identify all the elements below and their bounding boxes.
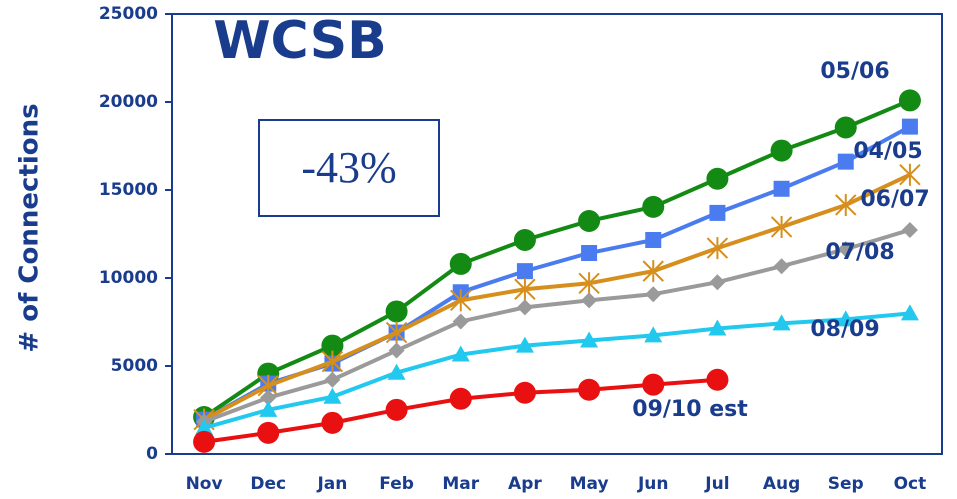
marker bbox=[773, 180, 790, 197]
marker bbox=[195, 418, 214, 435]
y-tick-label: 10000 bbox=[99, 268, 158, 288]
marker bbox=[899, 163, 921, 186]
marker bbox=[835, 193, 857, 216]
series-label: 06/07 bbox=[860, 187, 929, 212]
marker bbox=[449, 387, 472, 410]
marker bbox=[770, 215, 793, 238]
marker bbox=[451, 345, 470, 362]
marker bbox=[645, 286, 662, 303]
marker bbox=[324, 371, 341, 388]
marker bbox=[388, 342, 405, 359]
marker bbox=[515, 336, 534, 353]
marker bbox=[516, 263, 533, 280]
marker bbox=[581, 245, 598, 262]
series-line bbox=[203, 311, 911, 430]
x-tick-label: Oct bbox=[894, 474, 927, 494]
x-tick-label: Apr bbox=[508, 474, 542, 494]
marker bbox=[578, 272, 600, 295]
marker bbox=[323, 387, 342, 404]
marker bbox=[514, 278, 536, 301]
marker bbox=[773, 258, 790, 275]
marker bbox=[321, 334, 344, 357]
x-tick-label: Dec bbox=[250, 474, 286, 494]
x-tick-label: Jun bbox=[637, 474, 669, 494]
x-tick-label: Mar bbox=[442, 474, 479, 494]
series-label: 08/09 bbox=[810, 317, 879, 342]
marker bbox=[580, 331, 599, 348]
series-label: 04/05 bbox=[853, 139, 922, 164]
marker bbox=[260, 389, 277, 406]
y-tick-label: 5000 bbox=[111, 356, 158, 376]
marker bbox=[578, 209, 601, 232]
marker bbox=[387, 363, 406, 380]
series-label: 05/06 bbox=[820, 59, 889, 84]
y-tick-label: 0 bbox=[146, 444, 158, 464]
marker bbox=[450, 289, 472, 312]
marker bbox=[900, 304, 919, 321]
marker bbox=[706, 167, 729, 190]
marker bbox=[513, 381, 536, 404]
marker bbox=[321, 350, 344, 373]
marker bbox=[834, 116, 857, 139]
marker bbox=[706, 237, 729, 260]
y-tick-label: 20000 bbox=[99, 92, 158, 112]
marker bbox=[642, 260, 664, 283]
marker bbox=[513, 228, 536, 251]
series-label: 09/10 est bbox=[632, 397, 748, 422]
marker bbox=[581, 292, 598, 309]
plot-frame bbox=[171, 13, 943, 455]
x-tick-label: Sep bbox=[828, 474, 864, 494]
x-tick-label: Nov bbox=[186, 474, 223, 494]
marker bbox=[901, 118, 918, 135]
marker bbox=[709, 274, 726, 291]
marker bbox=[642, 373, 665, 396]
marker bbox=[644, 326, 663, 343]
marker bbox=[385, 321, 408, 344]
y-tick-label: 25000 bbox=[99, 4, 158, 24]
marker bbox=[770, 139, 793, 162]
marker bbox=[642, 195, 665, 218]
marker bbox=[898, 89, 921, 112]
marker bbox=[385, 398, 408, 421]
marker bbox=[706, 368, 729, 391]
marker bbox=[385, 300, 408, 323]
series-line bbox=[203, 228, 911, 424]
annotation-box bbox=[258, 119, 440, 217]
x-tick-label: May bbox=[570, 474, 609, 494]
x-tick-label: Feb bbox=[379, 474, 414, 494]
marker bbox=[578, 378, 601, 401]
series-label: 07/08 bbox=[825, 240, 894, 265]
marker bbox=[836, 310, 855, 327]
y-axis-label: # of Connections bbox=[15, 103, 45, 352]
series-line bbox=[202, 98, 911, 419]
annotation: -43% bbox=[301, 143, 396, 192]
chart-title: WCSB bbox=[213, 11, 387, 71]
marker bbox=[321, 411, 344, 434]
marker bbox=[709, 204, 726, 221]
x-tick-label: Jan bbox=[316, 474, 347, 494]
marker bbox=[257, 421, 280, 444]
x-tick-label: Jul bbox=[704, 474, 729, 494]
marker bbox=[645, 231, 662, 248]
marker bbox=[259, 400, 278, 417]
x-tick-label: Aug bbox=[763, 474, 800, 494]
y-tick-label: 15000 bbox=[99, 180, 158, 200]
marker bbox=[193, 430, 216, 453]
marker bbox=[708, 319, 727, 336]
marker bbox=[449, 252, 472, 275]
marker bbox=[901, 221, 918, 238]
marker bbox=[516, 299, 533, 316]
marker bbox=[837, 153, 854, 170]
marker bbox=[452, 313, 469, 330]
marker bbox=[772, 314, 791, 331]
series-line bbox=[203, 172, 911, 422]
marker bbox=[837, 241, 854, 258]
